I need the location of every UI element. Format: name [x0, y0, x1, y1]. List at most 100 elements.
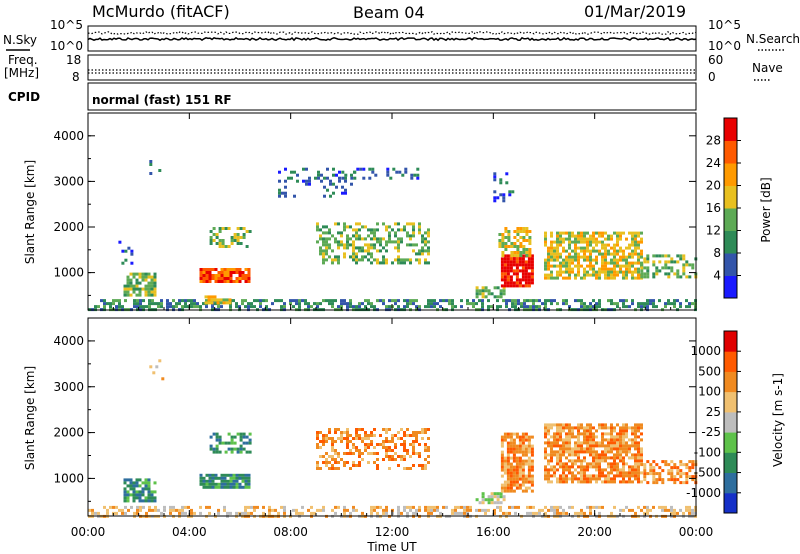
power-pixel: [525, 248, 529, 251]
power-pixel: [154, 302, 157, 306]
power-pixel: [358, 258, 361, 262]
velocity-pixel: [628, 508, 631, 512]
velocity-pixel: [334, 511, 337, 515]
power-pixel: [503, 257, 507, 261]
velocity-xtick-label: 12:00: [375, 525, 410, 539]
power-pixel: [496, 299, 499, 303]
power-pixel: [427, 302, 430, 306]
velocity-pixel: [463, 508, 466, 512]
velocity-pixel: [412, 440, 415, 443]
power-pixel: [500, 272, 504, 276]
power-pixel: [415, 299, 418, 303]
velocity-pixel: [595, 459, 598, 463]
power-pixel: [506, 257, 510, 261]
power-pixel: [616, 264, 619, 268]
power-pixel: [126, 281, 130, 285]
power-pixel: [212, 233, 216, 236]
velocity-pixel: [550, 465, 553, 469]
power-pixel: [242, 227, 246, 230]
power-pixel: [568, 237, 571, 241]
power-pixel: [226, 268, 230, 271]
power-pixel: [509, 278, 513, 282]
power-pixel: [601, 234, 604, 238]
velocity-pixel: [496, 495, 500, 499]
power-pixel: [592, 299, 595, 303]
power-pixel: [646, 302, 649, 306]
velocity-pixel: [370, 440, 373, 443]
power-pixel: [616, 231, 619, 235]
power-pixel: [344, 176, 347, 180]
power-pixel: [184, 302, 187, 306]
power-pixel: [577, 234, 580, 238]
velocity-pixel: [132, 493, 136, 497]
power-pixel: [207, 298, 211, 302]
power-ytick-label: 2000: [53, 220, 84, 234]
velocity-pixel: [325, 437, 328, 440]
power-pixel: [406, 305, 409, 309]
velocity-pixel: [691, 466, 695, 470]
velocity-pixel: [622, 459, 625, 463]
velocity-pixel: [607, 480, 610, 484]
velocity-pixel: [132, 481, 136, 485]
velocity-pixel: [547, 477, 550, 481]
power-pixel: [208, 271, 212, 274]
velocity-pixel: [518, 438, 522, 442]
power-pixel: [278, 188, 281, 192]
power-pixel: [219, 301, 223, 305]
velocity-pixel: [604, 438, 607, 442]
power-pixel: [556, 270, 559, 274]
velocity-pixel: [524, 462, 528, 466]
power-pixel: [649, 302, 652, 306]
power-pixel: [370, 228, 373, 232]
velocity-pixel: [454, 511, 457, 515]
velocity-pixel: [592, 477, 595, 481]
power-pixel: [213, 295, 217, 299]
velocity-pixel: [229, 479, 233, 483]
velocity-pixel: [512, 471, 516, 475]
power-pixel: [631, 261, 634, 265]
velocity-pixel: [637, 471, 640, 475]
power-pixel: [637, 258, 640, 262]
velocity-pixel: [562, 447, 565, 451]
power-pixel: [248, 230, 252, 233]
velocity-pixel: [688, 508, 691, 512]
velocity-pixel: [628, 447, 631, 451]
velocity-pixel: [160, 511, 163, 515]
power-pixel: [521, 272, 525, 276]
power-pixel: [503, 266, 507, 270]
power-pixel: [519, 236, 523, 239]
velocity-pixel: [586, 447, 589, 451]
power-pixel: [613, 302, 616, 306]
power-pixel: [634, 261, 637, 265]
power-pixel: [415, 243, 418, 247]
power-pixel: [427, 249, 430, 253]
power-pixel: [349, 225, 352, 229]
power-pixel: [412, 228, 415, 232]
velocity-pixel: [283, 505, 286, 509]
power-pixel: [501, 233, 505, 236]
power-pixel: [529, 305, 532, 309]
velocity-pixel: [337, 437, 340, 440]
power-pixel: [547, 246, 550, 250]
velocity-pixel: [436, 508, 439, 512]
velocity-pixel: [250, 511, 253, 515]
power-pixel: [530, 269, 534, 273]
power-pixel: [322, 243, 325, 247]
power-pixel: [646, 254, 650, 258]
power-pixel: [493, 199, 497, 203]
velocity-pixel: [526, 505, 529, 509]
velocity-pixel: [559, 426, 562, 430]
velocity-pixel: [409, 467, 412, 470]
power-pixel: [340, 240, 343, 244]
power-pixel: [658, 254, 662, 258]
velocity-pixel: [385, 508, 388, 512]
velocity-pixel: [358, 455, 361, 458]
velocity-pixel: [530, 474, 534, 478]
power-pixel: [583, 246, 586, 250]
velocity-pixel: [547, 480, 550, 484]
velocity-pixel: [631, 429, 634, 433]
velocity-pixel: [202, 476, 206, 480]
velocity-pixel: [310, 505, 313, 509]
power-pixel: [619, 264, 622, 268]
velocity-colorbar-segment: [724, 452, 737, 473]
